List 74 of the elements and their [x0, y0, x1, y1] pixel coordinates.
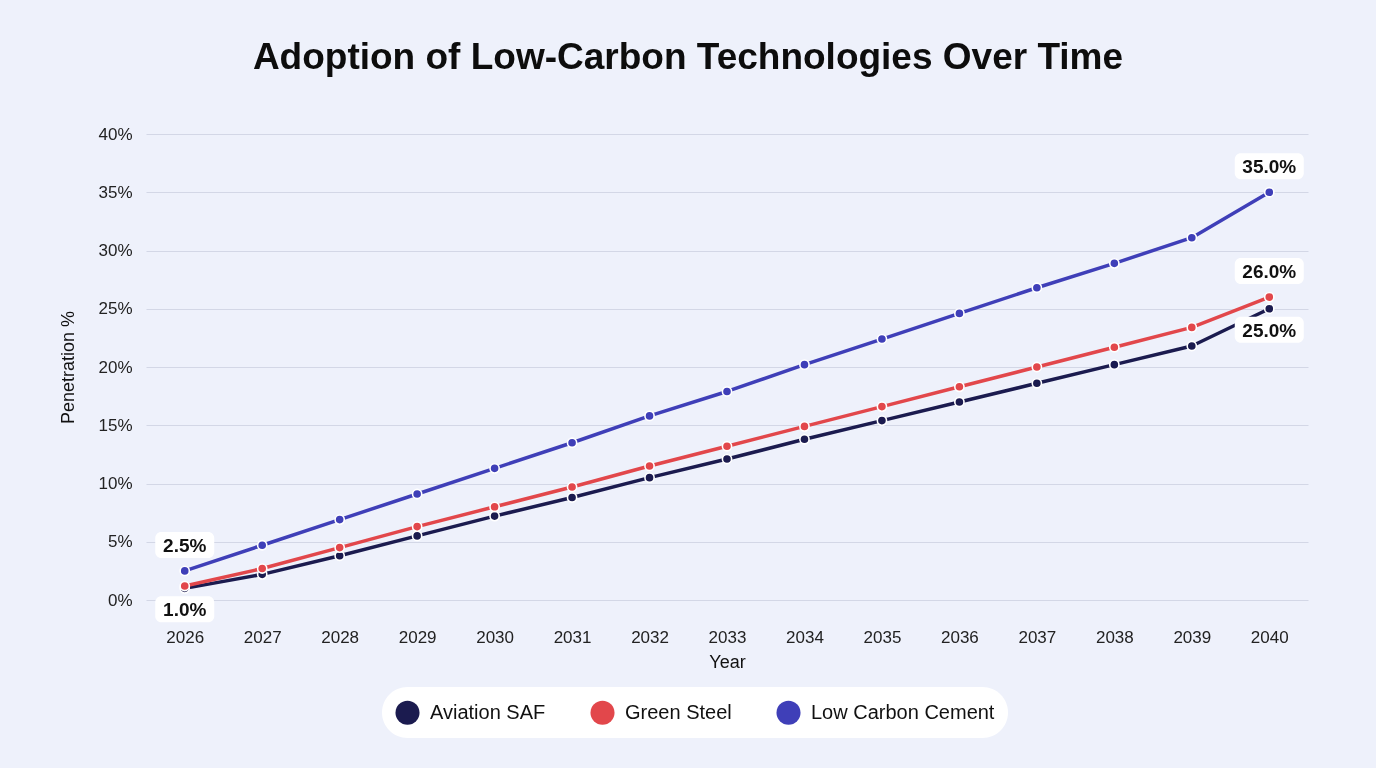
- y-tick-label: 15%: [98, 415, 133, 435]
- data-label: 2.5%: [163, 534, 207, 556]
- point: [179, 565, 191, 577]
- y-axis-title: Penetration %: [58, 310, 79, 425]
- data-label: 35.0%: [1242, 156, 1297, 178]
- point: [1263, 303, 1275, 315]
- data-label: 26.0%: [1242, 261, 1297, 283]
- point: [334, 542, 346, 553]
- point: [799, 433, 810, 445]
- point: [1031, 377, 1043, 389]
- point: [489, 462, 501, 474]
- point: [1186, 232, 1198, 244]
- x-tick-label: 2033: [708, 627, 747, 647]
- y-tick-label: 25%: [98, 299, 133, 319]
- x-tick-label: 2032: [631, 627, 669, 647]
- point: [566, 481, 578, 493]
- x-tick-label: 2028: [321, 627, 360, 647]
- x-tick-label: 2031: [553, 627, 592, 647]
- point: [799, 359, 810, 371]
- x-tick-label: 2037: [1018, 627, 1057, 647]
- point: [644, 472, 655, 484]
- legend-label: Green Steel: [625, 700, 732, 723]
- y-tick-label: 40%: [98, 124, 133, 144]
- point: [1263, 291, 1275, 303]
- point: [1263, 186, 1275, 198]
- y-tick-label: 10%: [98, 474, 133, 493]
- x-tick-label: 2040: [1250, 627, 1289, 647]
- chart-title: Adoption of Low-Carbon Technologies Over Time: [252, 36, 1124, 77]
- point: [256, 563, 268, 574]
- y-tick-label: 20%: [98, 357, 133, 377]
- data-label: 25.0%: [1242, 319, 1297, 341]
- x-tick-label: 2026: [166, 627, 205, 647]
- point: [1186, 321, 1198, 333]
- legend-label: Aviation SAF: [430, 700, 546, 723]
- x-tick-label: 2029: [398, 627, 437, 647]
- x-tick-label: 2034: [786, 627, 824, 647]
- point: [953, 381, 965, 393]
- point: [566, 492, 578, 503]
- point: [644, 410, 655, 422]
- point: [721, 386, 733, 397]
- y-tick-label: 35%: [98, 182, 133, 202]
- x-tick-label: 2039: [1173, 627, 1212, 647]
- point: [876, 415, 888, 426]
- point: [953, 308, 965, 319]
- x-tick-label: 2036: [940, 627, 979, 647]
- point: [721, 453, 733, 465]
- point: [953, 396, 965, 408]
- y-tick-label: 5%: [107, 532, 133, 552]
- point: [1108, 359, 1120, 371]
- x-tick-label: 2030: [476, 627, 515, 647]
- point: [411, 488, 423, 500]
- legend-label: Low Carbon Cement: [811, 700, 995, 723]
- point: [566, 437, 578, 449]
- point: [876, 401, 888, 413]
- point: [1108, 341, 1120, 353]
- x-tick-label: 2027: [243, 627, 282, 647]
- point: [489, 501, 501, 513]
- data-label: 1.0%: [163, 599, 207, 621]
- y-tick-label: 0%: [107, 590, 133, 610]
- point: [876, 333, 888, 345]
- point: [721, 440, 733, 452]
- point: [799, 421, 810, 432]
- y-tick-label: 30%: [98, 241, 133, 260]
- point: [1186, 340, 1198, 352]
- point: [644, 460, 655, 472]
- point: [256, 539, 268, 551]
- x-tick-label: 2035: [863, 627, 902, 647]
- point: [1031, 282, 1043, 294]
- x-tick-label: 2038: [1095, 627, 1134, 647]
- point: [1031, 361, 1043, 373]
- point: [411, 530, 423, 542]
- x-axis-title: Year: [709, 651, 746, 672]
- point: [1108, 257, 1120, 269]
- point: [334, 514, 346, 526]
